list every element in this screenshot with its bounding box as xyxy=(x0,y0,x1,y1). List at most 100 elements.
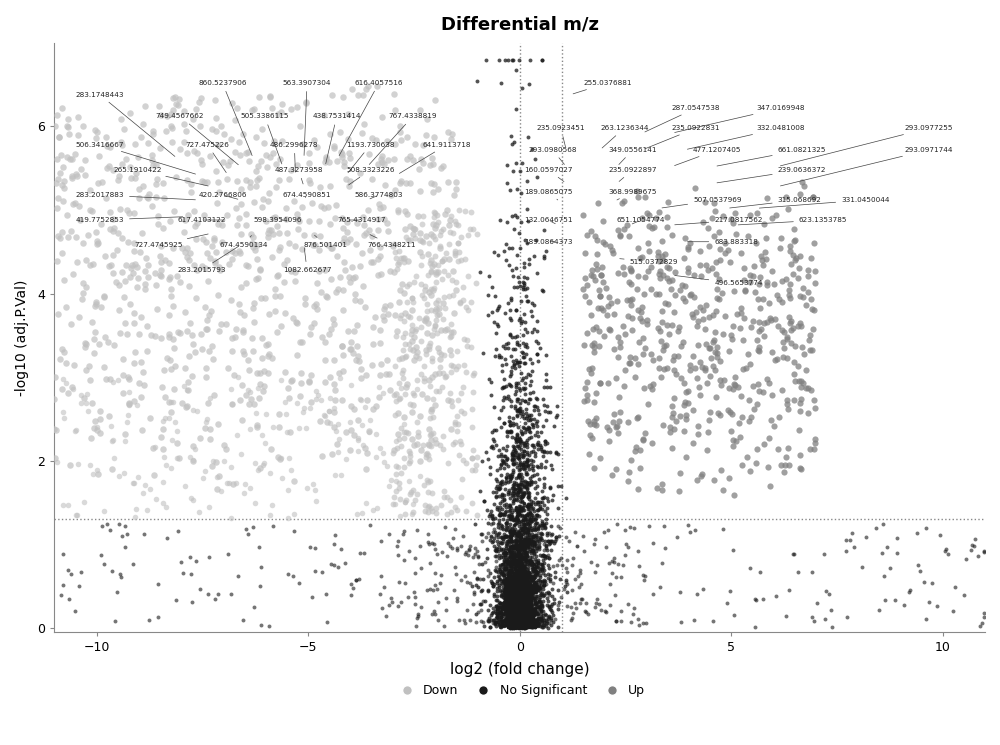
Point xyxy=(510,559,526,571)
Point xyxy=(524,599,540,611)
Point xyxy=(518,621,534,633)
Point xyxy=(242,481,258,493)
Point xyxy=(518,460,534,472)
Point xyxy=(509,616,525,628)
Point xyxy=(544,463,560,475)
Point xyxy=(508,379,524,391)
Point xyxy=(662,426,678,438)
Point xyxy=(519,501,535,513)
Point xyxy=(507,604,523,616)
Point xyxy=(538,516,554,528)
Point xyxy=(513,597,529,609)
Point xyxy=(335,284,351,296)
Point xyxy=(516,608,532,620)
Point xyxy=(514,614,530,626)
Point xyxy=(745,315,761,327)
Point xyxy=(525,571,541,583)
Point xyxy=(506,612,522,624)
Point xyxy=(585,323,601,335)
Point xyxy=(184,370,200,382)
Point xyxy=(252,462,268,474)
Point xyxy=(514,578,530,590)
Point xyxy=(498,337,514,349)
Point xyxy=(516,580,532,592)
Point xyxy=(450,219,466,231)
Point xyxy=(521,571,537,583)
Point xyxy=(516,617,532,629)
Point xyxy=(790,360,806,372)
Point xyxy=(523,555,539,567)
Point xyxy=(496,567,512,579)
Point xyxy=(289,349,305,361)
Point xyxy=(523,613,539,625)
Point xyxy=(483,531,499,543)
Point xyxy=(510,577,526,589)
Point xyxy=(205,455,221,467)
Point xyxy=(508,610,524,622)
Point xyxy=(211,326,227,337)
Point xyxy=(501,617,517,629)
Point xyxy=(508,569,524,581)
Point xyxy=(645,537,661,549)
Point xyxy=(482,461,498,473)
Point xyxy=(536,446,552,458)
Point xyxy=(509,557,525,569)
Point xyxy=(478,531,494,543)
Point xyxy=(210,218,226,229)
Point xyxy=(521,517,537,529)
Point xyxy=(512,621,528,633)
Point xyxy=(622,358,638,370)
Point xyxy=(557,580,573,592)
Point xyxy=(526,537,542,549)
Point xyxy=(516,525,532,537)
Point xyxy=(517,388,533,400)
Point xyxy=(510,619,526,631)
Point xyxy=(510,486,526,498)
Point xyxy=(510,581,526,593)
Point xyxy=(512,621,528,633)
Point xyxy=(515,606,531,618)
Point xyxy=(519,585,535,597)
Point xyxy=(82,375,98,387)
Point xyxy=(524,574,540,586)
Point xyxy=(498,596,514,608)
Point xyxy=(510,583,526,595)
Point xyxy=(382,265,398,277)
Point xyxy=(515,609,531,621)
Point xyxy=(503,603,519,615)
Point xyxy=(73,389,89,401)
Point xyxy=(452,435,468,447)
Point xyxy=(517,618,533,630)
Point xyxy=(368,428,384,440)
Point xyxy=(512,600,528,612)
Point xyxy=(489,611,505,623)
Point xyxy=(709,341,725,353)
Point xyxy=(510,619,526,631)
Point xyxy=(184,596,200,608)
Point xyxy=(623,264,639,276)
Point xyxy=(488,620,504,632)
Point xyxy=(500,619,516,631)
Point xyxy=(503,545,519,557)
Point xyxy=(516,592,532,604)
Point xyxy=(504,618,520,630)
Point xyxy=(516,622,532,634)
Point xyxy=(327,469,343,481)
Point xyxy=(516,617,532,629)
Point xyxy=(514,524,530,536)
Point xyxy=(734,411,750,423)
Title: Differential m/z: Differential m/z xyxy=(441,15,599,33)
Point xyxy=(507,605,523,617)
Point xyxy=(480,564,496,576)
Point xyxy=(189,147,205,159)
Point xyxy=(689,475,705,486)
Point xyxy=(522,593,538,605)
Point xyxy=(500,609,516,621)
Point xyxy=(513,367,529,378)
Point xyxy=(685,311,701,323)
Point xyxy=(513,216,529,228)
Point xyxy=(219,173,235,185)
Point xyxy=(517,552,533,564)
Point xyxy=(507,578,523,590)
Point xyxy=(520,526,536,538)
